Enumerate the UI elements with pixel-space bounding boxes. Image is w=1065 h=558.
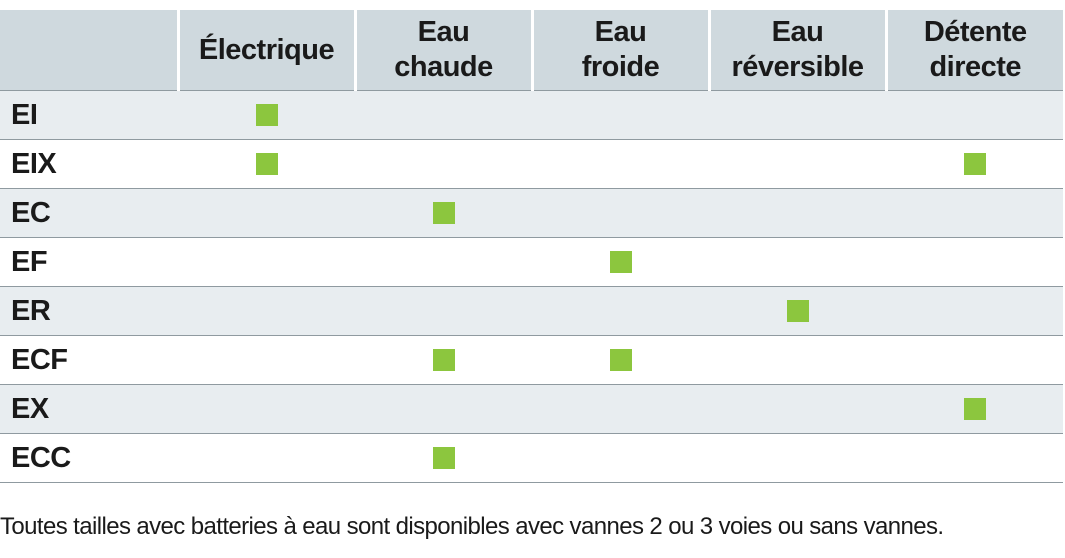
table-cell <box>355 139 532 189</box>
table-cell <box>178 433 355 483</box>
table-cell <box>532 188 709 238</box>
table-cell <box>709 90 886 140</box>
table-cell <box>355 384 532 434</box>
green-square-mark-icon <box>609 251 632 273</box>
table-cell <box>178 286 355 336</box>
table-cell <box>886 237 1063 287</box>
table-cell <box>709 237 886 287</box>
green-square-mark-icon <box>432 447 455 469</box>
table-cell <box>886 335 1063 385</box>
table-cell <box>355 335 532 385</box>
table-cell <box>709 139 886 189</box>
table-cell <box>886 90 1063 140</box>
table-row: ECF <box>0 335 1063 385</box>
header-label-line: chaude <box>394 51 493 83</box>
header-label-line: Détente <box>923 16 1027 48</box>
table-cell <box>709 286 886 336</box>
row-label: ECF <box>0 335 178 385</box>
header-col-eau-froide: Eau froide <box>530 10 709 91</box>
header-label-line: froide <box>581 51 660 83</box>
table-row: EC <box>0 188 1063 238</box>
header-label-line: directe <box>929 51 1022 83</box>
table-cell <box>709 384 886 434</box>
table-cell <box>355 188 532 238</box>
table-cell <box>532 384 709 434</box>
header-label-line: Eau <box>417 16 470 48</box>
table-cell <box>886 433 1063 483</box>
header-col-eau-reversible: Eau réversible <box>707 10 886 91</box>
table-body: EI EIX EC EF ER ECF EX ECC <box>0 90 1063 483</box>
green-square-mark-icon <box>255 104 278 126</box>
table-cell <box>178 188 355 238</box>
table-cell <box>886 286 1063 336</box>
header-label-line: réversible <box>731 51 864 83</box>
row-label: EC <box>0 188 178 238</box>
table-cell <box>532 335 709 385</box>
green-square-mark-icon <box>432 202 455 224</box>
header-label-line: Eau <box>771 16 824 48</box>
header-label-line: Eau <box>594 16 647 48</box>
table-row: EIX <box>0 139 1063 189</box>
header-col-detente-directe: Détente directe <box>884 10 1063 91</box>
header-col-eau-chaude: Eau chaude <box>353 10 532 91</box>
table-row: EI <box>0 90 1063 140</box>
table-cell <box>709 335 886 385</box>
row-label: EIX <box>0 139 178 189</box>
table-cell <box>532 90 709 140</box>
green-square-mark-icon <box>963 398 986 420</box>
row-label: EF <box>0 237 178 287</box>
footnote: Toutes tailles avec batteries à eau sont… <box>0 513 944 540</box>
table-row: EF <box>0 237 1063 287</box>
row-label: ER <box>0 286 178 336</box>
table-cell <box>532 237 709 287</box>
table-cell <box>178 139 355 189</box>
row-label: ECC <box>0 433 178 483</box>
table-cell <box>178 384 355 434</box>
green-square-mark-icon <box>255 153 278 175</box>
table-cell <box>709 433 886 483</box>
table-cell <box>886 139 1063 189</box>
header-corner-cell <box>0 10 178 91</box>
table-cell <box>886 384 1063 434</box>
table-cell <box>355 286 532 336</box>
row-label: EX <box>0 384 178 434</box>
table-cell <box>532 286 709 336</box>
table-cell <box>178 237 355 287</box>
table-cell <box>709 188 886 238</box>
table-cell <box>178 90 355 140</box>
green-square-mark-icon <box>432 349 455 371</box>
green-square-mark-icon <box>963 153 986 175</box>
header-row: Électrique Eau chaude Eau froide Eau révers… <box>0 10 1063 91</box>
table-cell <box>355 90 532 140</box>
table-cell <box>178 335 355 385</box>
table-cell <box>532 433 709 483</box>
table-cell <box>355 237 532 287</box>
table-row: EX <box>0 384 1063 434</box>
table-row: ER <box>0 286 1063 336</box>
options-matrix-table: Électrique Eau chaude Eau froide Eau révers… <box>0 10 1063 483</box>
row-label: EI <box>0 90 178 140</box>
green-square-mark-icon <box>786 300 809 322</box>
header-col-electrique: Électrique <box>176 10 355 91</box>
table-row: ECC <box>0 433 1063 483</box>
green-square-mark-icon <box>609 349 632 371</box>
table-cell <box>532 139 709 189</box>
header-label-line: Électrique <box>198 33 335 66</box>
table-cell <box>886 188 1063 238</box>
table-cell <box>355 433 532 483</box>
